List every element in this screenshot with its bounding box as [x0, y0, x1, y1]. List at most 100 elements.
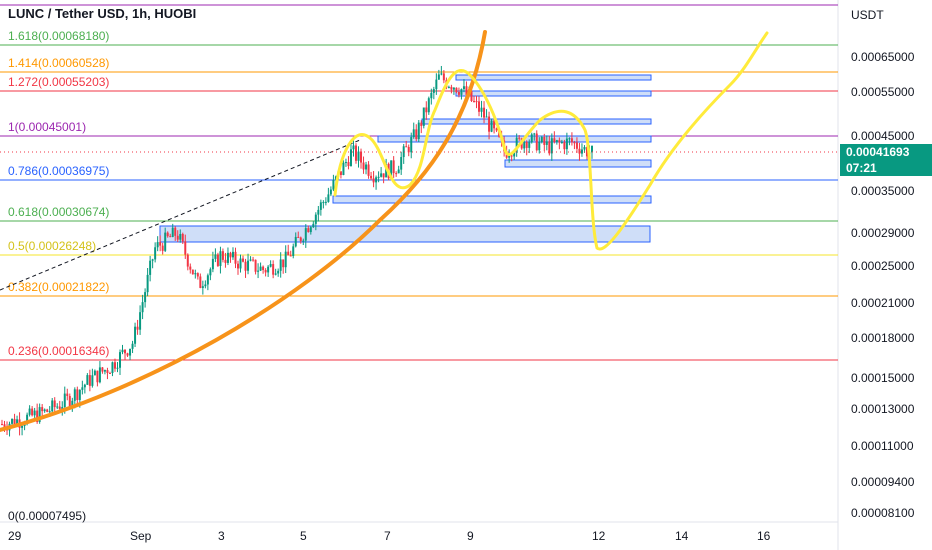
zone-rect[interactable]	[455, 90, 652, 97]
candle-body	[575, 142, 578, 149]
time-axis[interactable]: 29 Sep 3 5 7 9 12 14 16	[8, 529, 771, 543]
price-tick-label: 0.00009400	[851, 475, 915, 489]
candle-body	[565, 138, 568, 150]
candle-body	[377, 176, 380, 178]
symbol-title[interactable]: LUNC / Tether USD, 1h, HUOBI	[8, 6, 197, 21]
candle-body	[16, 419, 19, 426]
fib-level-label: 1.272(0.00055203)	[8, 75, 109, 89]
candle-body	[146, 274, 149, 293]
fib-level-label: 1.618(0.00068180)	[8, 29, 109, 43]
candle-body	[103, 370, 106, 372]
candle-body	[58, 406, 61, 409]
candle-body	[21, 425, 24, 428]
candle-body	[585, 147, 588, 157]
candle-body	[427, 98, 430, 113]
candle-body	[543, 136, 546, 145]
price-tick-label: 0.00029000	[851, 226, 915, 240]
candle-body	[457, 92, 460, 95]
candle-body	[362, 162, 365, 170]
candle-body	[169, 236, 172, 238]
candle-body	[515, 137, 518, 153]
zone-rect[interactable]	[455, 74, 652, 81]
candle-body	[83, 384, 86, 388]
candle-body	[272, 264, 275, 275]
candle-body	[493, 120, 496, 129]
price-tick-label: 0.00015000	[851, 371, 915, 385]
price-tick-label: 0.00055000	[851, 85, 915, 99]
candle-body	[262, 266, 265, 270]
zone-rect[interactable]	[377, 135, 652, 143]
candle-body	[553, 138, 556, 143]
price-tick-label: 0.00011000	[851, 439, 914, 453]
candle-body	[186, 254, 189, 267]
candle-body	[93, 370, 96, 376]
candle-body	[204, 284, 207, 287]
candle-body	[405, 146, 408, 148]
candle-body	[447, 86, 450, 88]
candle-body	[372, 178, 375, 183]
zone-rect[interactable]	[159, 225, 651, 243]
candle-body	[349, 149, 352, 167]
candle-body	[460, 89, 463, 95]
candle-body	[397, 169, 400, 174]
candle-body	[329, 189, 332, 195]
zone-rect[interactable]	[504, 159, 652, 168]
candle-body	[332, 180, 335, 190]
dashed-trendline[interactable]	[0, 139, 361, 291]
price-unit-label: USDT	[851, 8, 884, 22]
candle-body	[282, 259, 285, 268]
candle-body	[88, 375, 91, 386]
candle-body	[578, 148, 581, 154]
zone-rect[interactable]	[332, 195, 652, 204]
candle-body	[324, 201, 327, 203]
candle-body	[334, 176, 337, 181]
candle-body	[347, 162, 350, 167]
candle-body	[563, 142, 566, 150]
fib-level-label: 0.236(0.00016346)	[8, 344, 109, 358]
candle-body	[442, 73, 445, 81]
candle-body	[375, 177, 378, 183]
candle-body	[530, 134, 533, 143]
candle-body	[274, 273, 277, 275]
candle-body	[430, 92, 433, 99]
candle-body	[415, 129, 418, 140]
candle-body	[71, 400, 74, 407]
projection-sketch[interactable]	[333, 31, 769, 251]
candle-body	[297, 236, 300, 238]
candle-body	[28, 408, 31, 415]
candle-body	[452, 87, 455, 90]
candle-body	[73, 389, 76, 401]
candle-body	[63, 393, 66, 408]
candle-body	[244, 261, 247, 271]
candle-body	[591, 145, 593, 153]
candle-body	[81, 387, 84, 390]
candle-body	[555, 140, 558, 143]
time-tick-label: 9	[467, 529, 474, 543]
candle-body	[76, 389, 79, 400]
candle-body	[370, 175, 373, 179]
candle-body	[470, 90, 473, 101]
candle-body	[111, 362, 114, 374]
candle-body	[3, 424, 6, 429]
candle-body	[560, 142, 563, 144]
candle-body	[259, 266, 262, 271]
candle-body	[196, 273, 199, 277]
candle-body	[36, 410, 39, 423]
candle-body	[139, 312, 142, 330]
candle-body	[417, 122, 420, 140]
fib-retracement-levels[interactable]: 1.618(0.00068180) 1.414(0.00060528) 1.272(…	[0, 4, 838, 523]
candle-body	[66, 393, 69, 397]
candle-body	[239, 258, 242, 269]
candle-body	[573, 142, 576, 144]
price-axis[interactable]: 0.00065000 0.00055000 0.00045000 0.00035000…	[851, 50, 915, 520]
candle-body	[583, 147, 586, 150]
candle-body	[550, 138, 553, 154]
candle-body	[287, 251, 290, 256]
parabolic-curve[interactable]	[0, 30, 487, 432]
price-tick-label: 0.00025000	[851, 259, 915, 273]
supply-demand-zones[interactable]	[159, 74, 652, 243]
candle-body	[327, 194, 330, 202]
price-tick-label: 0.00035000	[851, 184, 915, 198]
